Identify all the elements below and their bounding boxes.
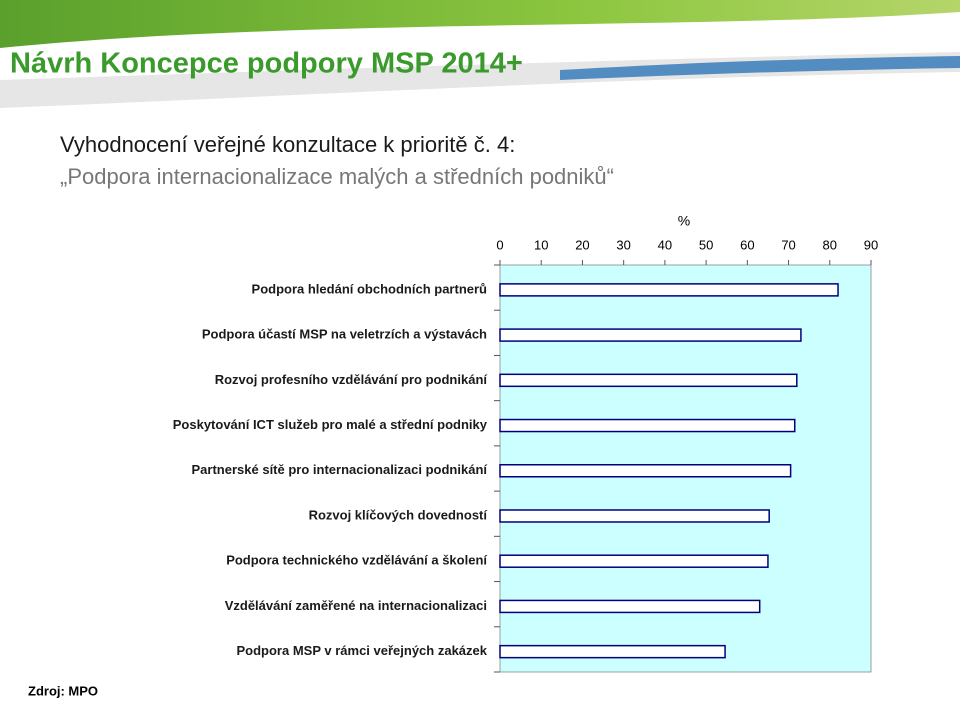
subtitle: „Podpora internacionalizace malých a stř… bbox=[60, 164, 614, 189]
y-tick-label: Rozvoj klíčových dovedností bbox=[309, 507, 488, 522]
header-stripe bbox=[560, 56, 960, 80]
subtitle: Vyhodnocení veřejné konzultace k priorit… bbox=[60, 132, 515, 157]
bar bbox=[499, 283, 839, 297]
bar bbox=[499, 328, 802, 342]
x-tick-label: 60 bbox=[740, 237, 754, 252]
x-tick-label: 0 bbox=[496, 237, 503, 252]
bar bbox=[499, 644, 726, 659]
x-tick-label: 90 bbox=[864, 237, 878, 252]
bar bbox=[499, 464, 792, 478]
y-tick-label: Podpora účastí MSP na veletrzích a výsta… bbox=[202, 327, 487, 342]
header-band bbox=[0, 0, 960, 48]
x-tick-label: 70 bbox=[781, 237, 795, 252]
y-tick-label: Rozvoj profesního vzdělávání pro podniká… bbox=[215, 372, 488, 387]
source: Zdroj: MPO bbox=[28, 683, 98, 698]
x-tick-label: 80 bbox=[823, 237, 837, 252]
axis-title: % bbox=[678, 213, 690, 229]
x-tick-label: 30 bbox=[616, 237, 630, 252]
bar bbox=[499, 599, 761, 614]
x-tick-label: 20 bbox=[575, 237, 589, 252]
x-tick-label: 40 bbox=[658, 237, 672, 252]
y-tick-label: Partnerské sítě pro internacionalizaci p… bbox=[192, 462, 488, 477]
x-tick-label: 10 bbox=[534, 237, 548, 252]
bar bbox=[499, 554, 769, 568]
y-tick-label: Podpora hledání obchodních partnerů bbox=[252, 281, 488, 296]
bar bbox=[499, 418, 796, 433]
bar bbox=[499, 509, 770, 523]
y-tick-label: Poskytování ICT služeb pro malé a středn… bbox=[173, 417, 488, 432]
y-tick-label: Podpora MSP v rámci veřejných zakázek bbox=[237, 643, 488, 658]
x-tick-label: 50 bbox=[699, 237, 713, 252]
bar bbox=[499, 373, 798, 388]
y-tick-label: Podpora technického vzdělávání a školení bbox=[226, 553, 487, 568]
slide-title: Návrh Koncepce podpory MSP 2014+ bbox=[10, 48, 523, 80]
y-tick-label: Vzdělávání zaměřené na internacionalizac… bbox=[225, 598, 487, 613]
